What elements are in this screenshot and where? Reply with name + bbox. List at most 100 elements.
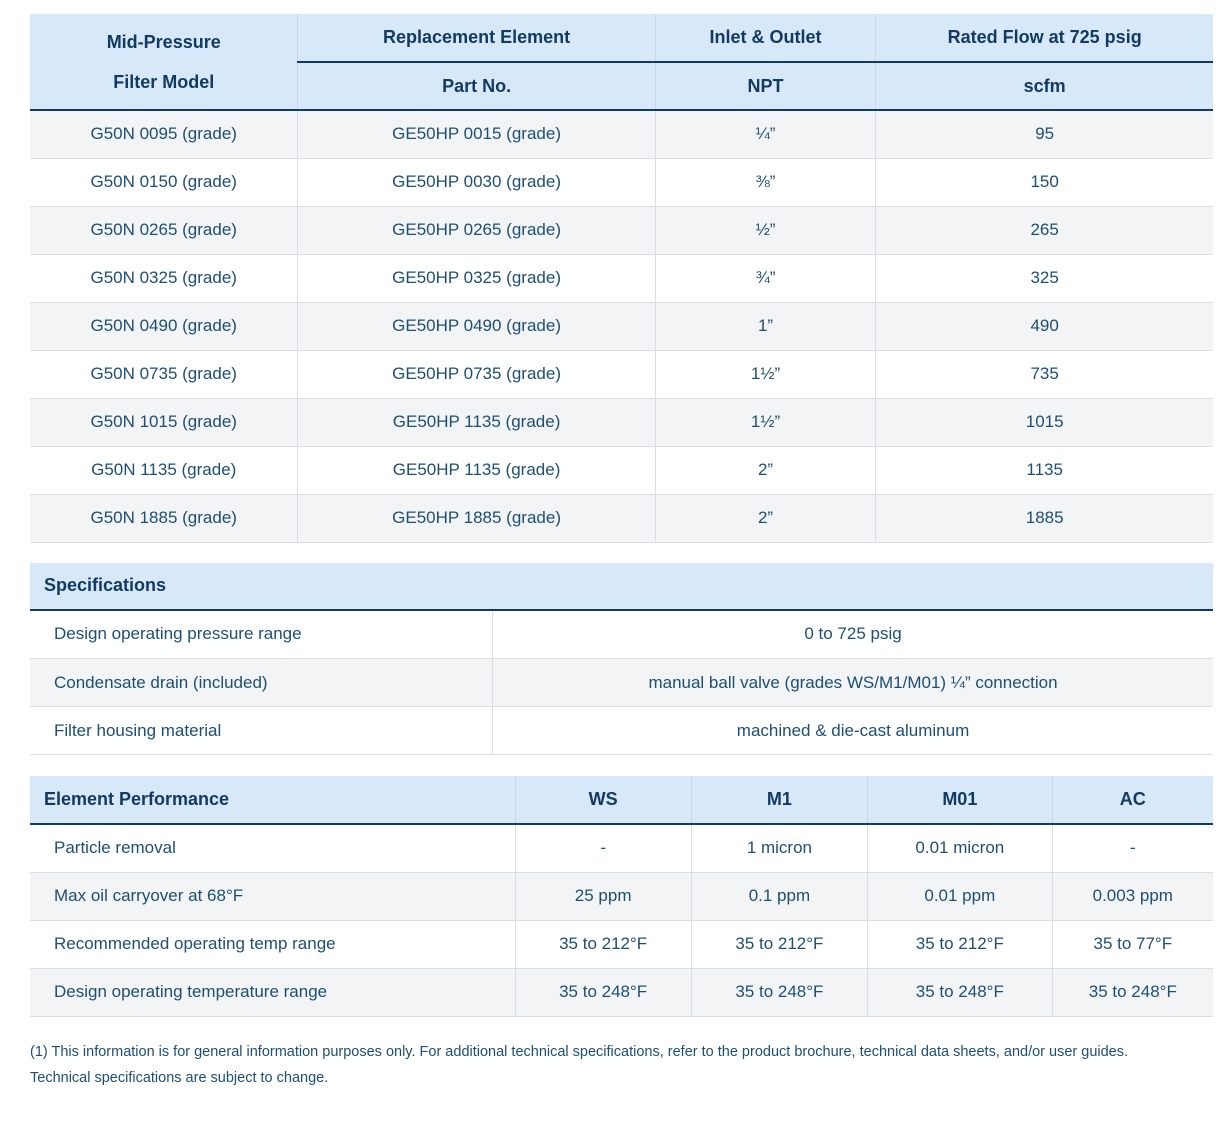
- perf-label: Recommended operating temp range: [30, 920, 516, 969]
- perf-row: Recommended operating temp range 35 to 2…: [30, 920, 1213, 969]
- perf-value-ws: 35 to 212°F: [514, 920, 692, 969]
- spec-value: manual ball valve (grades WS/M1/M01) ¼” …: [492, 658, 1213, 707]
- perf-value-m01: 0.01 ppm: [867, 872, 1053, 921]
- npt-cell: 1½”: [654, 398, 876, 447]
- npt-cell: 2”: [654, 494, 876, 543]
- column-header-m1: M1: [690, 776, 868, 825]
- perf-value-m01: 35 to 212°F: [867, 920, 1053, 969]
- perf-row: Max oil carryover at 68°F 25 ppm 0.1 ppm…: [30, 872, 1213, 921]
- specifications-header: Specifications: [30, 562, 1213, 611]
- element-performance-table: Element Performance WS M1 M01 AC Particl…: [30, 776, 1213, 1017]
- spec-row: Filter housing material machined & die-c…: [30, 706, 1213, 755]
- flow-cell: 1885: [875, 494, 1213, 543]
- spec-label: Filter housing material: [30, 706, 493, 755]
- perf-label: Design operating temperature range: [30, 968, 516, 1017]
- spec-sheet-page: Mid-Pressure Filter Model Replacement El…: [30, 14, 1213, 1091]
- filter-model-cell: G50N 0735 (grade): [30, 350, 298, 399]
- perf-value-ac: 35 to 77°F: [1051, 920, 1213, 969]
- footnote: (1) This information is for general info…: [30, 1039, 1213, 1091]
- flow-cell: 265: [875, 206, 1213, 255]
- perf-label: Particle removal: [30, 824, 516, 873]
- flow-cell: 95: [875, 110, 1213, 159]
- filter-model-cell: G50N 1885 (grade): [30, 494, 298, 543]
- flow-cell: 150: [875, 158, 1213, 207]
- perf-value-ws: 25 ppm: [514, 872, 692, 921]
- part-no-cell: GE50HP 1885 (grade): [297, 494, 656, 543]
- filter-model-cell: G50N 0095 (grade): [30, 110, 298, 159]
- filter-table-row: G50N 0325 (grade) GE50HP 0325 (grade) ¾”…: [30, 254, 1213, 303]
- spec-row: Condensate drain (included) manual ball …: [30, 658, 1213, 707]
- npt-cell: 1½”: [654, 350, 876, 399]
- spec-row: Design operating pressure range 0 to 725…: [30, 610, 1213, 659]
- perf-value-ac: 35 to 248°F: [1051, 968, 1213, 1017]
- part-no-cell: GE50HP 0735 (grade): [297, 350, 656, 399]
- filter-model-cell: G50N 0325 (grade): [30, 254, 298, 303]
- filter-model-header-line1: Mid-Pressure: [106, 31, 221, 52]
- filter-model-cell: G50N 0490 (grade): [30, 302, 298, 351]
- part-no-cell: GE50HP 0325 (grade): [297, 254, 656, 303]
- spec-label: Condensate drain (included): [30, 658, 493, 707]
- npt-cell: ½”: [654, 206, 876, 255]
- part-no-cell: GE50HP 1135 (grade): [297, 398, 656, 447]
- spec-value: machined & die-cast aluminum: [492, 706, 1213, 755]
- part-no-cell: GE50HP 0265 (grade): [297, 206, 656, 255]
- filter-table-row: G50N 0095 (grade) GE50HP 0015 (grade) ¼”…: [30, 110, 1213, 159]
- header-row-subheaders: Part No. NPT scfm: [30, 62, 1213, 111]
- column-subheader-npt: NPT: [654, 62, 876, 111]
- part-no-cell: GE50HP 1135 (grade): [297, 446, 656, 495]
- npt-cell: ¼”: [654, 110, 876, 159]
- perf-value-ac: -: [1051, 824, 1213, 873]
- filter-model-header-line2: Filter Model: [113, 71, 215, 92]
- specifications-table: Design operating pressure range 0 to 725…: [30, 610, 1213, 755]
- filter-table-row: G50N 1015 (grade) GE50HP 1135 (grade) 1½…: [30, 398, 1213, 447]
- column-subheader-scfm: scfm: [875, 62, 1213, 111]
- perf-value-m01: 35 to 248°F: [867, 968, 1053, 1017]
- element-performance-title: Element Performance: [30, 776, 516, 825]
- column-header-inlet-outlet: Inlet & Outlet: [654, 14, 876, 63]
- spec-label: Design operating pressure range: [30, 610, 493, 659]
- filter-model-cell: G50N 0265 (grade): [30, 206, 298, 255]
- filter-table-row: G50N 0265 (grade) GE50HP 0265 (grade) ½”…: [30, 206, 1213, 255]
- perf-header-row: Element Performance WS M1 M01 AC: [30, 776, 1213, 825]
- column-header-filter-model: Mid-Pressure Filter Model: [30, 14, 298, 111]
- footnote-line2: Technical specifications are subject to …: [30, 1069, 329, 1086]
- specifications-title: Specifications: [44, 575, 167, 595]
- filter-table-row: G50N 0735 (grade) GE50HP 0735 (grade) 1½…: [30, 350, 1213, 399]
- column-header-ac: AC: [1051, 776, 1213, 825]
- npt-cell: 2”: [654, 446, 876, 495]
- perf-value-m1: 0.1 ppm: [690, 872, 868, 921]
- perf-value-ws: 35 to 248°F: [514, 968, 692, 1017]
- column-header-replacement-element: Replacement Element: [297, 14, 656, 63]
- npt-cell: ⅜”: [654, 158, 876, 207]
- perf-value-m1: 35 to 248°F: [690, 968, 868, 1017]
- part-no-cell: GE50HP 0015 (grade): [297, 110, 656, 159]
- column-subheader-part-no: Part No.: [297, 62, 656, 111]
- filter-table-row: G50N 1885 (grade) GE50HP 1885 (grade) 2”…: [30, 494, 1213, 543]
- filter-table-row: G50N 1135 (grade) GE50HP 1135 (grade) 2”…: [30, 446, 1213, 495]
- part-no-cell: GE50HP 0490 (grade): [297, 302, 656, 351]
- perf-value-ws: -: [514, 824, 692, 873]
- filter-model-cell: G50N 1015 (grade): [30, 398, 298, 447]
- perf-row: Design operating temperature range 35 to…: [30, 968, 1213, 1017]
- part-no-cell: GE50HP 0030 (grade): [297, 158, 656, 207]
- perf-value-ac: 0.003 ppm: [1051, 872, 1213, 921]
- filter-model-cell: G50N 0150 (grade): [30, 158, 298, 207]
- npt-cell: 1”: [654, 302, 876, 351]
- npt-cell: ¾”: [654, 254, 876, 303]
- footnote-line1: (1) This information is for general info…: [30, 1043, 1129, 1060]
- flow-cell: 1015: [875, 398, 1213, 447]
- column-header-m01: M01: [867, 776, 1053, 825]
- column-header-rated-flow: Rated Flow at 725 psig: [875, 14, 1213, 63]
- filter-model-table: Mid-Pressure Filter Model Replacement El…: [30, 14, 1213, 543]
- filter-model-cell: G50N 1135 (grade): [30, 446, 298, 495]
- flow-cell: 325: [875, 254, 1213, 303]
- perf-value-m1: 35 to 212°F: [690, 920, 868, 969]
- perf-value-m01: 0.01 micron: [867, 824, 1053, 873]
- spec-value: 0 to 725 psig: [492, 610, 1213, 659]
- filter-table-row: G50N 0150 (grade) GE50HP 0030 (grade) ⅜”…: [30, 158, 1213, 207]
- perf-label: Max oil carryover at 68°F: [30, 872, 516, 921]
- flow-cell: 735: [875, 350, 1213, 399]
- flow-cell: 1135: [875, 446, 1213, 495]
- column-header-ws: WS: [514, 776, 692, 825]
- flow-cell: 490: [875, 302, 1213, 351]
